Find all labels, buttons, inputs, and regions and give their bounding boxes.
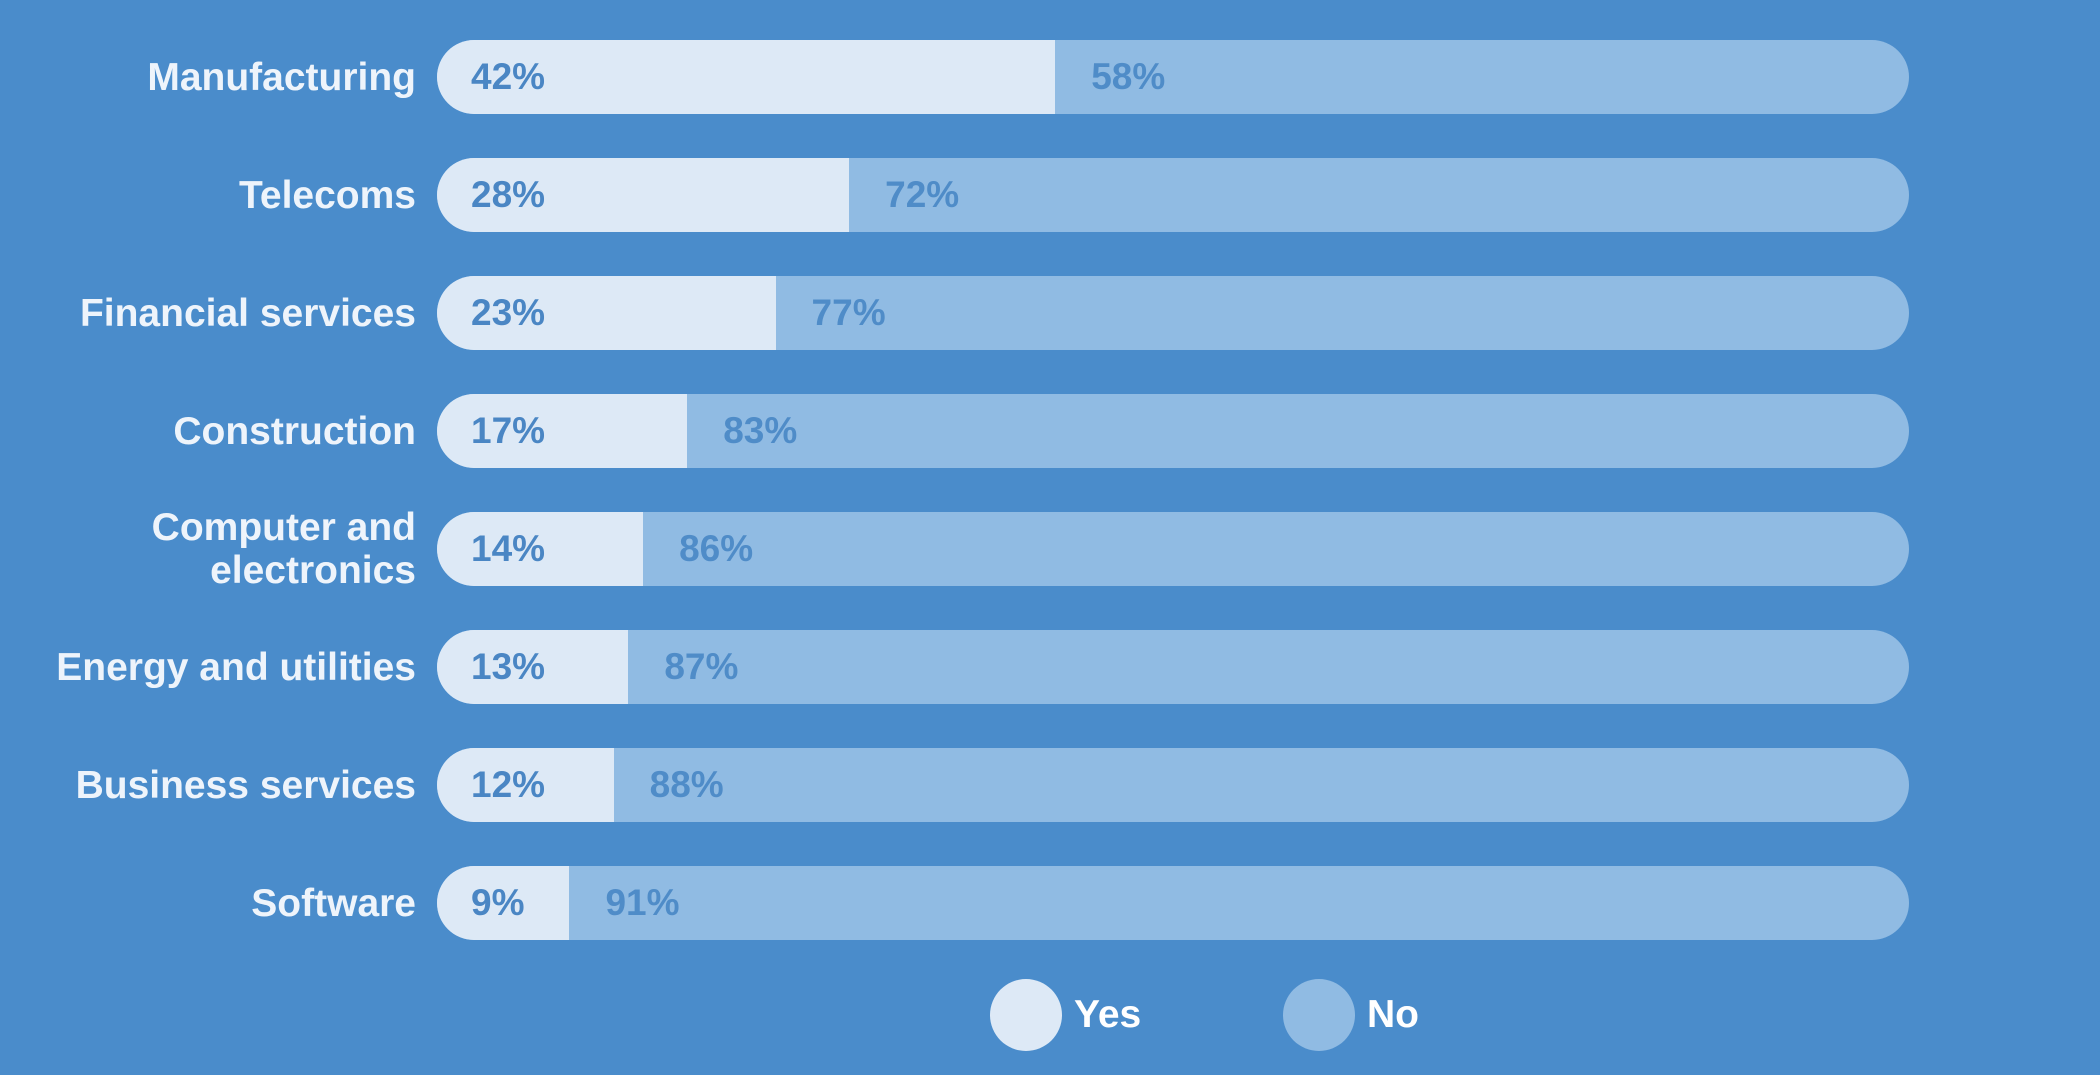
legend-label: Yes bbox=[1074, 993, 1142, 1036]
no-value-label: 58% bbox=[1091, 56, 1166, 97]
legend-label: No bbox=[1367, 993, 1419, 1036]
bar-no-segment: 13% 87% bbox=[437, 630, 1909, 704]
bar-yes-segment bbox=[437, 276, 776, 350]
bar-row: Construction 17% 83% bbox=[0, 394, 2100, 468]
category-label: Business services bbox=[75, 763, 416, 807]
no-value-label: 86% bbox=[679, 528, 754, 569]
bar-no-segment: 23% 77% bbox=[437, 276, 1909, 350]
bar-row: Financial services 23% 77% bbox=[0, 276, 2100, 350]
yes-value-label: 12% bbox=[471, 764, 546, 805]
no-value-label: 83% bbox=[723, 410, 798, 451]
no-value-label: 91% bbox=[605, 882, 680, 923]
bar-row: Manufacturing 42% 58% bbox=[0, 40, 2100, 114]
bar-no-segment: 42% 58% bbox=[437, 40, 1909, 114]
yes-value-label: 14% bbox=[471, 528, 546, 569]
bar-row: Software 9% 91% bbox=[0, 866, 2100, 940]
legend-swatch bbox=[1283, 979, 1355, 1051]
legend-item: Yes bbox=[990, 978, 1141, 1052]
yes-value-label: 23% bbox=[471, 292, 546, 333]
bar-row: Computer and electronics 14% 86% bbox=[0, 506, 2100, 592]
bar-no-segment: 28% 72% bbox=[437, 158, 1909, 232]
category-label: Financial services bbox=[79, 291, 416, 335]
no-value-label: 88% bbox=[649, 764, 724, 805]
bar-yes-segment bbox=[437, 512, 644, 586]
bar-row: Telecoms 28% 72% bbox=[0, 158, 2100, 232]
category-label: Computer and electronics bbox=[151, 506, 416, 592]
no-value-label: 72% bbox=[885, 174, 960, 215]
bar-no-segment: 14% 86% bbox=[437, 512, 1909, 586]
bar-row: Business services 12% 88% bbox=[0, 748, 2100, 822]
bar-yes-segment bbox=[437, 866, 570, 940]
no-value-label: 87% bbox=[664, 646, 739, 687]
category-label: Construction bbox=[173, 409, 416, 453]
bar-no-segment: 12% 88% bbox=[437, 748, 1909, 822]
yes-value-label: 9% bbox=[471, 882, 525, 923]
bar-no-segment: 17% 83% bbox=[437, 394, 1909, 468]
yes-value-label: 28% bbox=[471, 174, 546, 215]
legend-swatch bbox=[990, 979, 1062, 1051]
no-value-label: 77% bbox=[811, 292, 886, 333]
category-label: Telecoms bbox=[238, 173, 416, 217]
legend-item: No bbox=[1283, 978, 1419, 1052]
yes-value-label: 17% bbox=[471, 410, 546, 451]
bar-yes-segment bbox=[437, 40, 1056, 114]
bar-row: Energy and utilities 13% 87% bbox=[0, 630, 2100, 704]
yes-value-label: 13% bbox=[471, 646, 546, 687]
bar-no-segment: 9% 91% bbox=[437, 866, 1909, 940]
category-label: Manufacturing bbox=[147, 55, 416, 99]
category-label: Software bbox=[251, 881, 416, 925]
bar-yes-segment bbox=[437, 748, 614, 822]
bar-yes-segment bbox=[437, 630, 629, 704]
bar-yes-segment bbox=[437, 394, 688, 468]
yes-value-label: 42% bbox=[471, 56, 546, 97]
bar-yes-segment bbox=[437, 158, 850, 232]
category-label: Energy and utilities bbox=[56, 645, 416, 689]
